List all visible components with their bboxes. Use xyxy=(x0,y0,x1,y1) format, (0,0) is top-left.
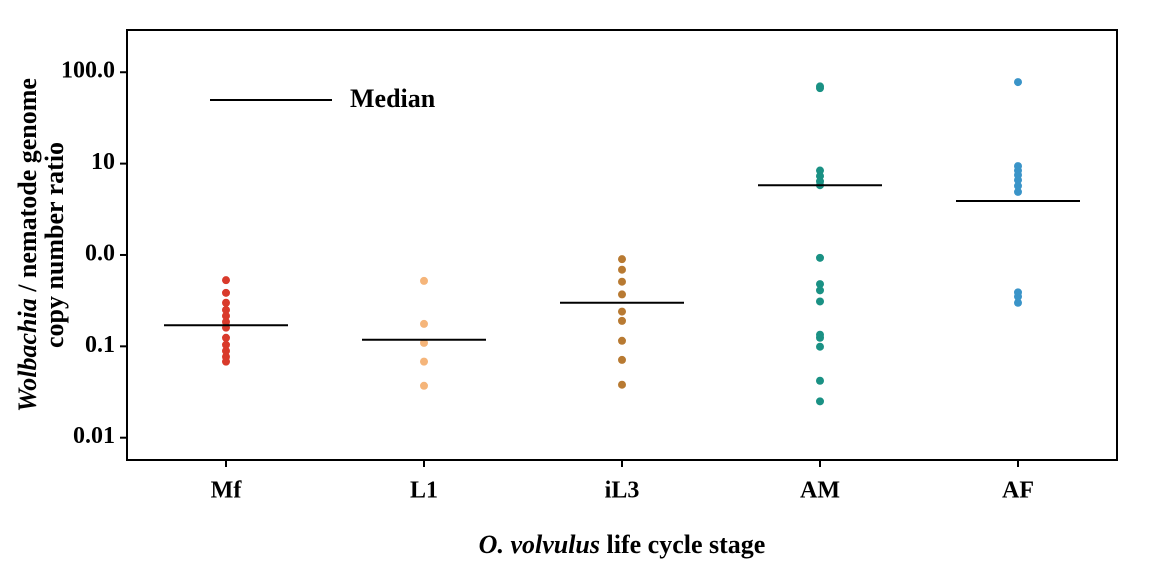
x-tick-label: AM xyxy=(800,478,840,504)
y-tick-label: 10 xyxy=(91,149,115,175)
data-point xyxy=(222,276,230,285)
data-point xyxy=(816,397,824,406)
y-axis-title: Wolbachia / nematode genome xyxy=(13,78,42,412)
data-point xyxy=(420,381,428,390)
data-point xyxy=(816,253,824,262)
y-title-rest: / nematode genome xyxy=(13,78,42,298)
data-point xyxy=(420,338,428,347)
data-point xyxy=(816,297,824,306)
data-point xyxy=(618,277,626,286)
x-title-rest: life cycle stage xyxy=(600,530,765,559)
plot-frame xyxy=(126,29,1118,461)
y-axis-title-line2: copy number ratio xyxy=(40,142,69,348)
data-point xyxy=(1014,298,1022,307)
y-tick-label: 0.0 xyxy=(85,240,115,266)
data-point xyxy=(1014,78,1022,87)
x-axis-title: O. volvulus life cycle stage xyxy=(479,530,766,559)
data-point xyxy=(222,333,230,342)
data-point xyxy=(618,265,626,274)
data-point xyxy=(816,333,824,342)
legend-label: Median xyxy=(350,84,436,113)
data-point xyxy=(420,319,428,328)
data-point xyxy=(222,305,230,314)
data-point xyxy=(222,357,230,366)
y-tick-label: 100.0 xyxy=(61,58,115,84)
data-point xyxy=(618,355,626,364)
data-point xyxy=(816,376,824,385)
data-point xyxy=(222,340,230,349)
y-title-italic: Wolbachia xyxy=(13,298,42,412)
data-point xyxy=(618,316,626,325)
data-point xyxy=(1014,292,1022,301)
x-tick-label: Mf xyxy=(211,478,243,504)
data-point xyxy=(222,311,230,320)
data-point xyxy=(816,166,824,175)
data-point xyxy=(618,290,626,299)
data-point xyxy=(816,84,824,93)
x-title-italic: O. volvulus xyxy=(479,530,600,559)
data-point xyxy=(618,380,626,389)
data-point xyxy=(1014,187,1022,196)
x-tick-label: L1 xyxy=(410,478,438,504)
data-point xyxy=(222,288,230,297)
y-tick-label: 0.1 xyxy=(85,332,115,358)
data-point xyxy=(816,342,824,351)
data-point xyxy=(816,286,824,295)
data-point xyxy=(222,298,230,307)
data-point xyxy=(816,280,824,289)
data-point xyxy=(420,276,428,285)
data-point xyxy=(618,307,626,316)
data-point xyxy=(618,336,626,345)
data-point xyxy=(1014,176,1022,185)
data-point xyxy=(420,357,428,366)
data-point xyxy=(1014,181,1022,190)
data-point xyxy=(618,255,626,264)
data-point xyxy=(222,346,230,355)
data-point xyxy=(222,317,230,326)
x-tick-label: AF xyxy=(1002,478,1034,504)
x-tick-label: iL3 xyxy=(605,478,640,504)
y-tick-label: 0.01 xyxy=(73,423,115,449)
